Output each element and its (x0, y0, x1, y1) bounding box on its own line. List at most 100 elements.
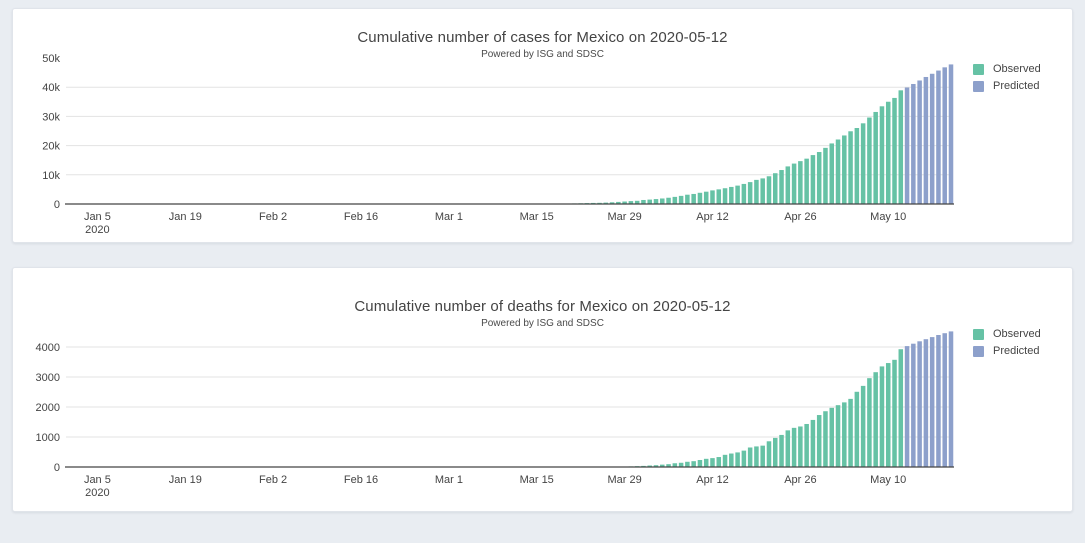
bar[interactable] (804, 158, 809, 204)
bar[interactable] (785, 166, 791, 204)
bar[interactable] (754, 179, 759, 204)
bar[interactable] (923, 339, 929, 467)
predicted-bars-series[interactable] (904, 331, 954, 467)
bar[interactable] (678, 195, 684, 204)
bar[interactable] (948, 331, 954, 467)
bar[interactable] (691, 461, 696, 467)
bar[interactable] (948, 64, 954, 204)
bar[interactable] (653, 199, 659, 204)
bar[interactable] (710, 458, 715, 467)
bar[interactable] (766, 176, 772, 204)
bar[interactable] (703, 191, 709, 204)
bar[interactable] (716, 189, 722, 204)
bar[interactable] (892, 359, 897, 467)
bar[interactable] (666, 197, 671, 204)
bar[interactable] (697, 192, 703, 204)
bar[interactable] (722, 454, 728, 467)
bar[interactable] (735, 452, 740, 467)
bar[interactable] (697, 460, 703, 467)
bar[interactable] (860, 385, 866, 467)
bar[interactable] (917, 80, 922, 204)
bar[interactable] (603, 202, 609, 204)
bar[interactable] (810, 155, 816, 204)
bar[interactable] (842, 135, 847, 204)
bar[interactable] (634, 200, 640, 204)
bar[interactable] (710, 190, 715, 204)
bar[interactable] (835, 405, 841, 467)
bar[interactable] (729, 186, 734, 204)
bar[interactable] (672, 463, 678, 467)
bar[interactable] (904, 87, 910, 204)
bar[interactable] (854, 391, 860, 467)
bar[interactable] (741, 450, 747, 467)
bar[interactable] (854, 128, 860, 204)
bar[interactable] (929, 337, 935, 467)
observed-bars-series[interactable] (440, 90, 904, 204)
bar[interactable] (942, 67, 947, 204)
bar[interactable] (729, 453, 734, 467)
bar[interactable] (678, 462, 684, 467)
bar[interactable] (754, 446, 759, 467)
bar[interactable] (848, 398, 853, 467)
bar[interactable] (798, 161, 803, 204)
bar[interactable] (760, 178, 765, 204)
bar[interactable] (911, 343, 916, 467)
bar[interactable] (773, 437, 778, 467)
bar[interactable] (641, 199, 646, 204)
bar[interactable] (848, 131, 853, 204)
bar[interactable] (716, 457, 722, 467)
bar[interactable] (647, 465, 652, 468)
bar[interactable] (816, 415, 822, 467)
bar[interactable] (685, 194, 690, 204)
bar[interactable] (892, 97, 897, 204)
bar[interactable] (785, 430, 791, 467)
bar[interactable] (760, 445, 765, 467)
bar[interactable] (810, 419, 816, 467)
bar[interactable] (773, 173, 778, 204)
bar[interactable] (885, 101, 891, 204)
bar[interactable] (898, 349, 904, 467)
bar[interactable] (703, 458, 709, 467)
bar[interactable] (829, 143, 835, 204)
bar[interactable] (647, 199, 652, 204)
bar[interactable] (898, 90, 904, 204)
legend-item-predicted[interactable]: Predicted (973, 80, 1041, 92)
bar[interactable] (917, 341, 922, 467)
bar[interactable] (873, 372, 878, 467)
bar[interactable] (798, 426, 803, 467)
bar[interactable] (747, 447, 753, 468)
bar[interactable] (741, 183, 747, 204)
bar[interactable] (867, 378, 872, 467)
bar[interactable] (929, 73, 935, 205)
bar[interactable] (735, 185, 740, 204)
legend-item-predicted[interactable]: Predicted (973, 345, 1041, 357)
bar[interactable] (666, 464, 671, 467)
bar[interactable] (628, 201, 634, 204)
bar[interactable] (779, 434, 784, 467)
bar[interactable] (936, 335, 941, 467)
bar[interactable] (942, 333, 947, 467)
bar[interactable] (879, 366, 885, 467)
bar[interactable] (867, 117, 872, 204)
bar[interactable] (923, 76, 929, 204)
bar[interactable] (722, 188, 728, 204)
bar[interactable] (791, 427, 797, 467)
bar[interactable] (622, 201, 627, 204)
bar[interactable] (609, 202, 615, 204)
bar[interactable] (860, 123, 866, 204)
bar[interactable] (791, 163, 797, 204)
bar[interactable] (842, 402, 847, 467)
bar[interactable] (829, 407, 835, 467)
bar[interactable] (766, 441, 772, 467)
bar[interactable] (936, 70, 941, 204)
bar[interactable] (685, 461, 690, 467)
bar[interactable] (823, 411, 828, 467)
bar[interactable] (911, 83, 916, 204)
observed-bars-series[interactable] (559, 349, 904, 468)
legend-item-observed[interactable]: Observed (973, 328, 1041, 340)
bar[interactable] (653, 465, 659, 467)
bar[interactable] (904, 346, 910, 467)
bar[interactable] (672, 196, 678, 204)
